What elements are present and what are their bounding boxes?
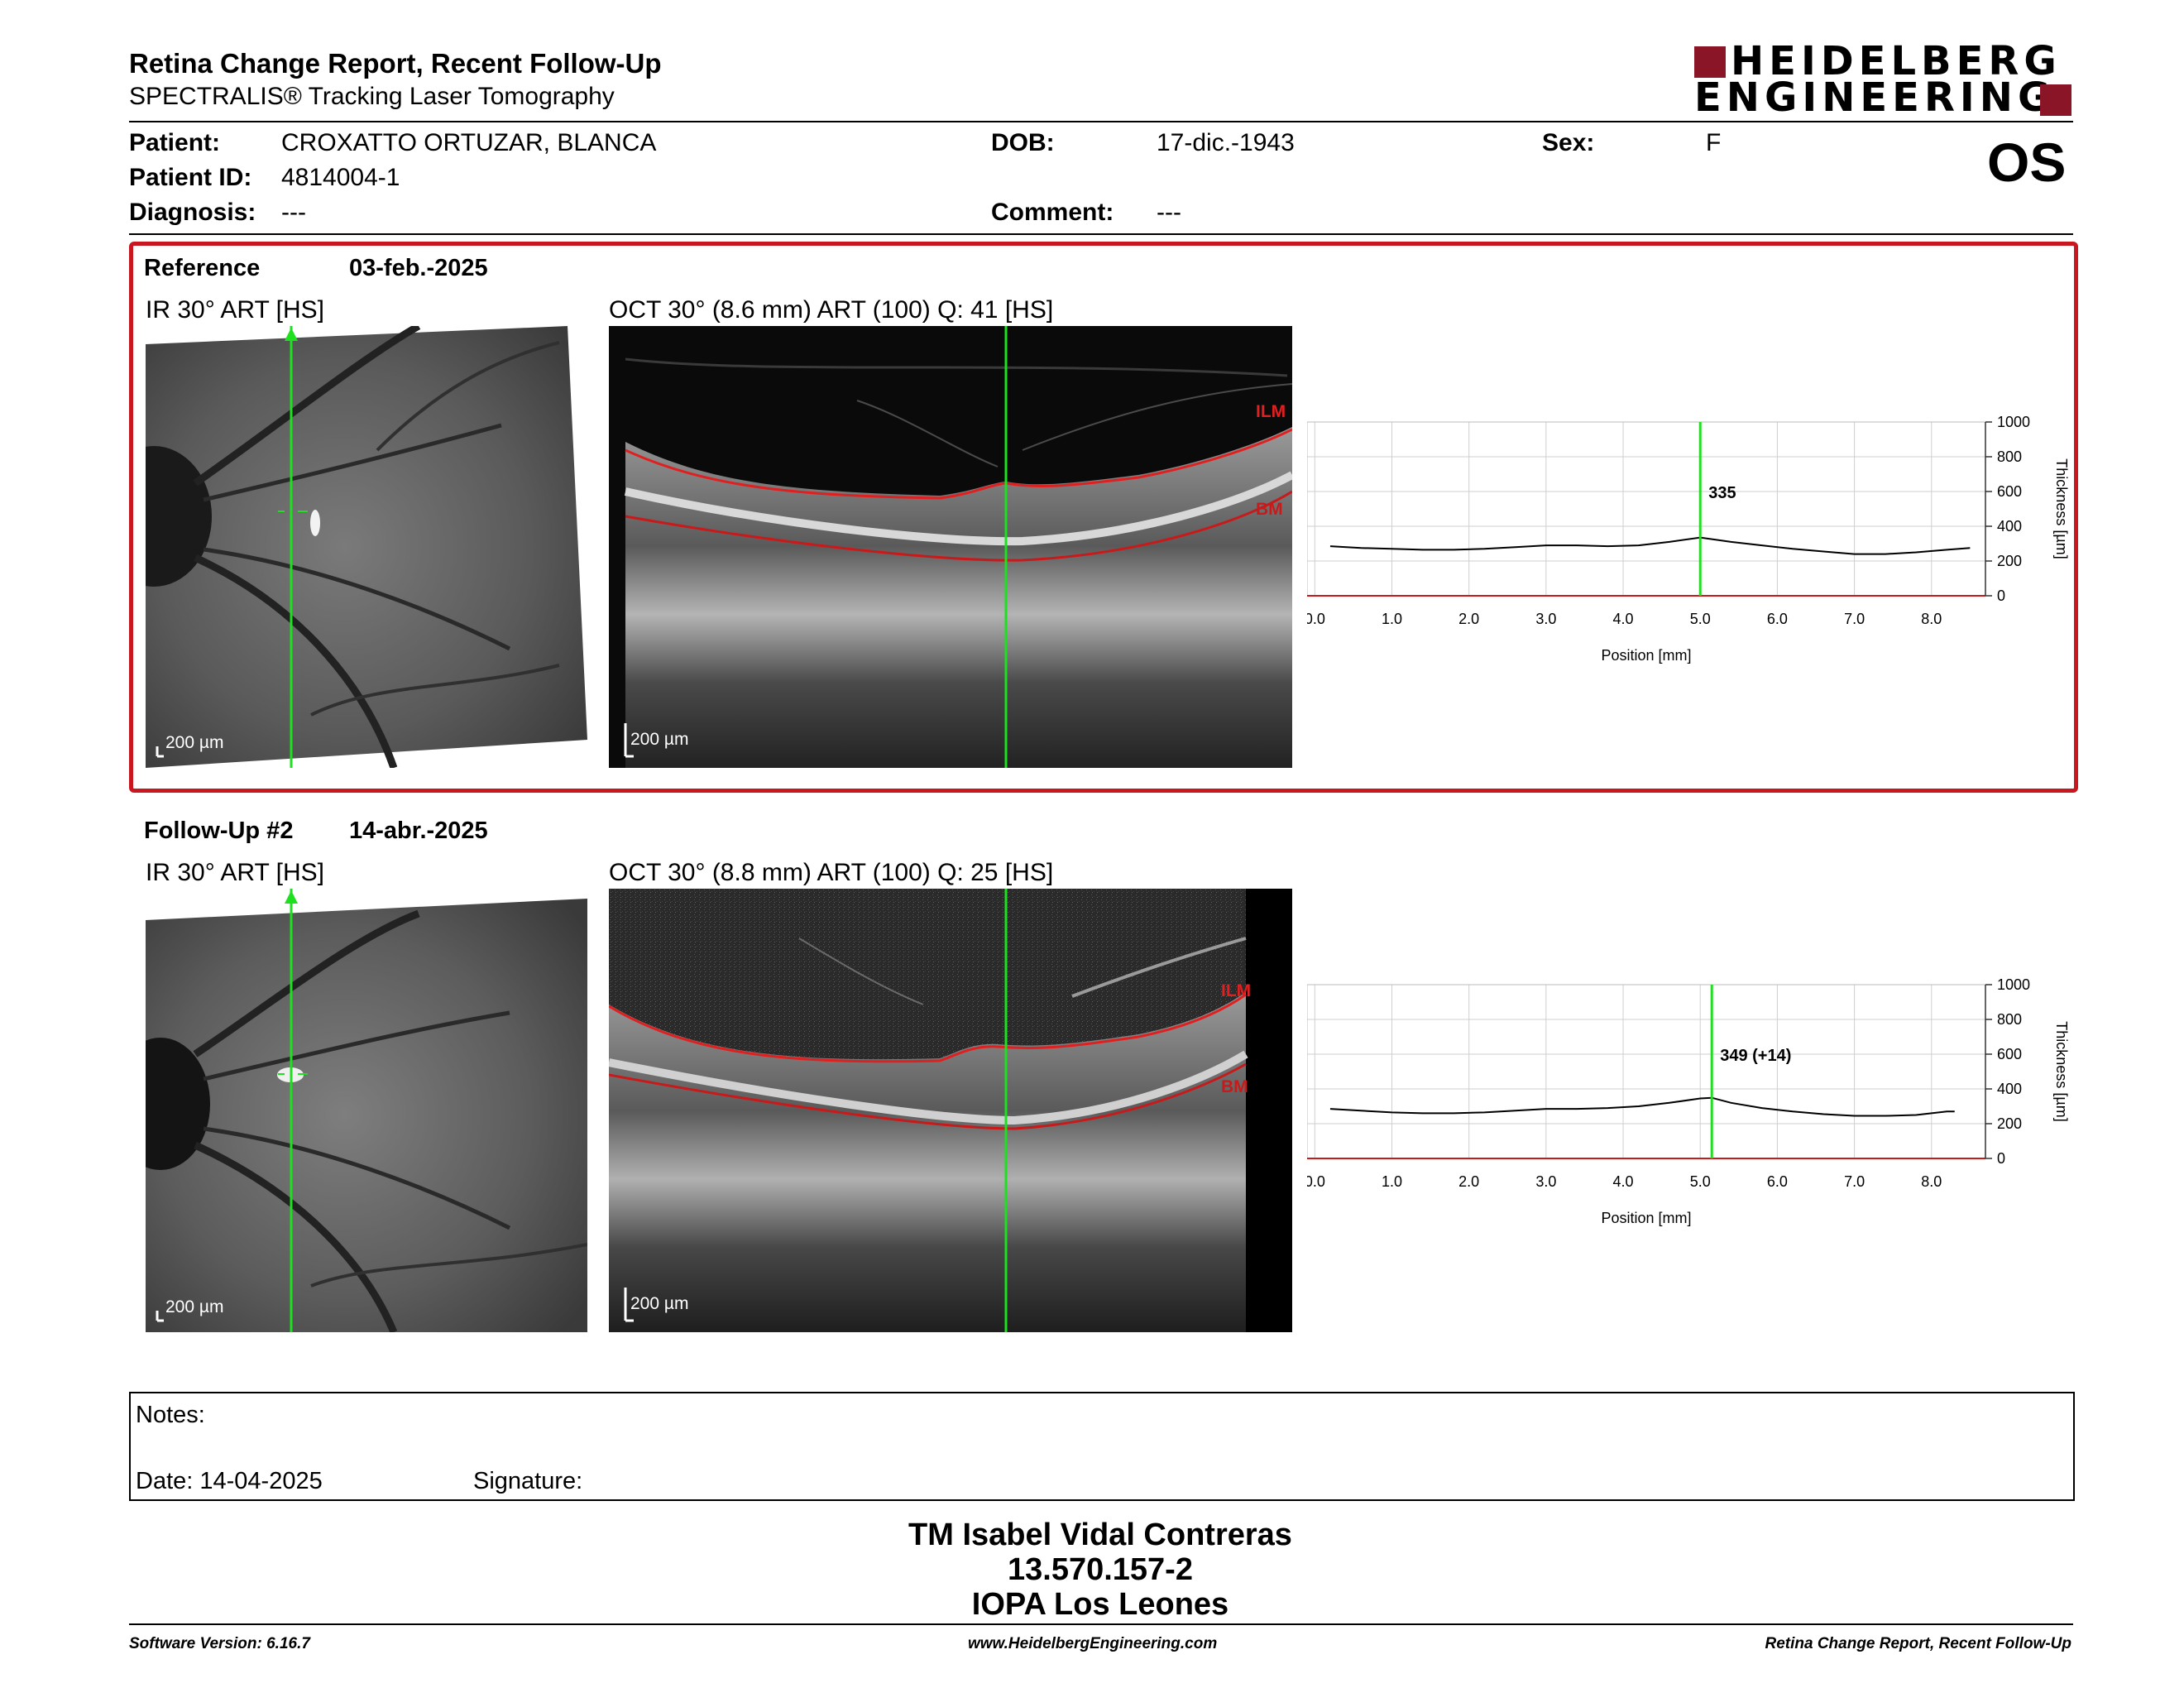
- x-tick-label: 6.0: [1767, 1173, 1788, 1190]
- diagnosis-value: ---: [281, 199, 306, 226]
- x-tick-label: 3.0: [1535, 1173, 1556, 1190]
- patient-divider: [129, 233, 2073, 235]
- x-tick-label: 7.0: [1844, 611, 1865, 627]
- patient-label: Patient:: [129, 129, 221, 156]
- y-tick-label: 0: [1997, 1150, 2005, 1167]
- signer-name: TM Isabel Vidal Contreras: [908, 1518, 1292, 1552]
- followup-ir-image[interactable]: 200 µm: [146, 889, 587, 1332]
- patient-name: CROXATTO ORTUZAR, BLANCA: [281, 129, 657, 156]
- x-tick-label: 7.0: [1844, 1173, 1865, 1190]
- reference-oct-title: OCT 30° (8.6 mm) ART (100) Q: 41 [HS]: [609, 296, 1054, 324]
- x-tick-label: 1.0: [1382, 1173, 1402, 1190]
- y-tick-label: 800: [1997, 1011, 2022, 1028]
- notes-label: Notes:: [136, 1402, 205, 1428]
- y-tick-label: 0: [1997, 587, 2005, 604]
- y-tick-label: 600: [1997, 483, 2022, 500]
- followup-bm-label: BM: [1221, 1077, 1248, 1096]
- reference-thickness-chart: 0 200 400 600 800 1000 0.0 1.0 2.0 3.0 4.0 5.0 6.0 7.…: [1307, 414, 2070, 664]
- y-tick-label: 200: [1997, 553, 2022, 569]
- footer-software: Software Version: 6.16.7: [129, 1635, 310, 1652]
- reference-label: Reference: [144, 255, 261, 281]
- followup-ilm-label: ILM: [1221, 981, 1252, 1000]
- x-tick-label: 2.0: [1458, 611, 1479, 627]
- logo-square-icon: [2040, 84, 2071, 116]
- y-tick-label: 1000: [1997, 976, 2030, 993]
- followup-oct-scale: 200 µm: [630, 1294, 689, 1313]
- logo-line2: ENGINEERING: [1694, 74, 2056, 121]
- report-subtitle: SPECTRALIS® Tracking Laser Tomography: [129, 83, 615, 110]
- x-tick-label: 4.0: [1613, 1173, 1634, 1190]
- signature-label: Signature:: [473, 1468, 583, 1494]
- footer-divider: [129, 1623, 2073, 1625]
- reference-ir-scale: 200 µm: [165, 733, 224, 752]
- x-tick-label: 0.0: [1307, 1173, 1325, 1190]
- reference-ir-image[interactable]: 200 µm: [146, 326, 587, 768]
- dob-value: 17-dic.-1943: [1157, 129, 1295, 156]
- followup-oct-image[interactable]: ILM BM 200 µm: [609, 889, 1292, 1332]
- reference-ir-title: IR 30° ART [HS]: [146, 296, 324, 324]
- footer-report-name: Retina Change Report, Recent Follow-Up: [1765, 1635, 2071, 1652]
- marker-value-label: 335: [1708, 484, 1736, 502]
- comment-value: ---: [1157, 199, 1181, 226]
- x-axis-label: Position [mm]: [1601, 1210, 1691, 1226]
- followup-thickness-chart: 0 200 400 600 800 1000 0.0 1.0 2.0 3.0 4.0 5.0 6.0 7.…: [1307, 976, 2070, 1226]
- x-tick-label: 1.0: [1382, 611, 1402, 627]
- reference-ilm-label: ILM: [1256, 402, 1286, 421]
- reference-frame: [129, 242, 2078, 793]
- sex-value: F: [1706, 129, 1722, 156]
- x-tick-label: 3.0: [1535, 611, 1556, 627]
- footer-website[interactable]: www.HeidelbergEngineering.com: [968, 1635, 1218, 1652]
- plot-frame: [1307, 421, 1986, 597]
- notes-box[interactable]: Notes: Date: 14-04-2025 Signature:: [129, 1392, 2075, 1501]
- comment-label: Comment:: [991, 199, 1114, 226]
- dob-label: DOB:: [991, 129, 1055, 156]
- x-tick-label: 5.0: [1690, 611, 1711, 627]
- reference-date: 03-feb.-2025: [349, 255, 488, 281]
- y-tick-label: 1000: [1997, 414, 2030, 430]
- x-tick-label: 8.0: [1921, 611, 1942, 627]
- x-tick-label: 2.0: [1458, 1173, 1479, 1190]
- eye-label: OS: [1987, 132, 2067, 193]
- header-divider: [129, 121, 2073, 122]
- diagnosis-label: Diagnosis:: [129, 199, 256, 226]
- y-tick-label: 200: [1997, 1115, 2022, 1132]
- x-tick-label: 4.0: [1613, 611, 1634, 627]
- y-axis-label: Thickness [µm]: [2053, 458, 2070, 559]
- thickness-line: [1329, 536, 1971, 555]
- signer-org: IOPA Los Leones: [971, 1587, 1229, 1622]
- reference-bm-label: BM: [1256, 500, 1283, 519]
- signer-id: 13.570.157-2: [1008, 1552, 1193, 1587]
- y-tick-label: 400: [1997, 1081, 2022, 1097]
- x-tick-label: 6.0: [1767, 611, 1788, 627]
- y-tick-label: 600: [1997, 1046, 2022, 1062]
- logo-square-icon: [1694, 46, 1726, 78]
- patient-id-label: Patient ID:: [129, 164, 252, 191]
- thickness-line: [1329, 1096, 1955, 1117]
- plot-frame: [1307, 984, 1986, 1159]
- followup-ir-title: IR 30° ART [HS]: [146, 859, 324, 886]
- followup-date: 14-abr.-2025: [349, 818, 488, 844]
- reference-oct-image[interactable]: ILM BM 200 µm: [609, 326, 1292, 768]
- x-axis-label: Position [mm]: [1601, 647, 1691, 664]
- followup-label: Follow-Up #2: [144, 818, 294, 844]
- patient-id: 4814004-1: [281, 164, 400, 191]
- logo-line1: HEIDELBERG: [1731, 38, 2062, 84]
- notes-date: Date: 14-04-2025: [136, 1468, 323, 1494]
- followup-oct-title: OCT 30° (8.8 mm) ART (100) Q: 25 [HS]: [609, 859, 1054, 886]
- y-axis-label: Thickness [µm]: [2053, 1021, 2070, 1121]
- sex-label: Sex:: [1542, 129, 1595, 156]
- y-tick-label: 400: [1997, 518, 2022, 535]
- y-tick-label: 800: [1997, 448, 2022, 465]
- report-title: Retina Change Report, Recent Follow-Up: [129, 48, 662, 79]
- reference-oct-scale: 200 µm: [630, 730, 689, 749]
- x-tick-label: 5.0: [1690, 1173, 1711, 1190]
- x-tick-label: 0.0: [1307, 611, 1325, 627]
- x-tick-label: 8.0: [1921, 1173, 1942, 1190]
- followup-ir-scale: 200 µm: [165, 1297, 224, 1316]
- marker-value-label: 349 (+14): [1720, 1047, 1791, 1065]
